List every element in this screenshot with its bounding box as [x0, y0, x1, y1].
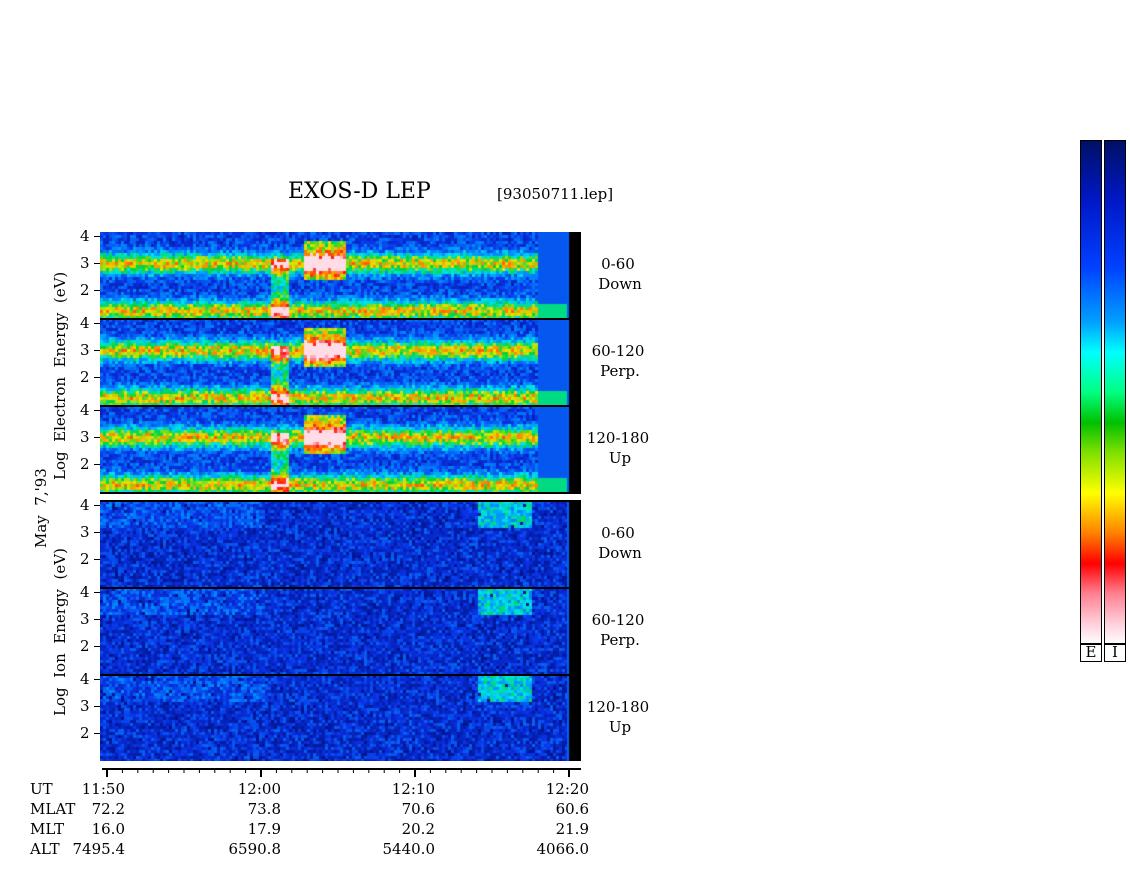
y-tick-label: 4: [80, 583, 90, 601]
panel-direction-label: Down: [598, 275, 642, 293]
panel-electron-up: [100, 406, 581, 492]
y-tick-mark: [94, 532, 100, 533]
colorbar-electron: [1080, 140, 1102, 645]
panel-separator: [100, 587, 581, 589]
axis-ut-value: 12:20: [545, 780, 589, 798]
panel-ion-perp: [100, 588, 581, 674]
y-tick-mark: [94, 619, 100, 620]
panel-direction-label: Perp.: [600, 631, 640, 649]
y-tick-mark: [94, 236, 100, 237]
panel-ion-up: [100, 675, 581, 761]
y-tick-mark: [94, 464, 100, 465]
colorbar-label: I: [1104, 643, 1126, 662]
axis-row-label: MLAT: [30, 800, 76, 818]
y-tick-label: 2: [80, 368, 90, 386]
y-tick-mark: [94, 679, 100, 680]
spectrogram-ion-perp: [100, 588, 581, 674]
y-tick-label: 4: [80, 227, 90, 245]
y-tick-label: 3: [80, 341, 90, 359]
spectrogram-electron-up: [100, 406, 581, 492]
y-tick-mark: [94, 410, 100, 411]
axis-mlt-value: 21.9: [555, 820, 589, 838]
panel-separator: [100, 492, 581, 494]
panel-ion-down: [100, 501, 581, 587]
y-tick-label: 3: [80, 428, 90, 446]
panel-angle-label: 0-60: [601, 255, 635, 273]
panel-electron-perp: [100, 319, 581, 405]
panel-direction-label: Up: [608, 449, 632, 467]
axis-row-label: ALT: [30, 840, 60, 858]
panel-electron-down: [100, 232, 581, 318]
spectrogram-electron-down: [100, 232, 581, 318]
y-tick-mark: [94, 706, 100, 707]
panel-direction-label: Perp.: [600, 362, 640, 380]
colorbar-label: E: [1080, 643, 1102, 662]
axis-row-label: MLT: [30, 820, 65, 838]
panel-separator: [100, 318, 581, 320]
panel-angle-label: 0-60: [601, 524, 635, 542]
axis-ut-value: 11:50: [81, 780, 125, 798]
axis-mlt-value: 17.9: [247, 820, 281, 838]
y-tick-label: 3: [80, 254, 90, 272]
axis-alt-value: 4066.0: [536, 840, 590, 858]
axis-mlat-value: 70.6: [401, 800, 435, 818]
y-tick-label: 3: [80, 697, 90, 715]
y-tick-label: 3: [80, 523, 90, 541]
y-tick-label: 4: [80, 496, 90, 514]
axis-mlat-value: 72.2: [91, 800, 125, 818]
spectrogram-electron-perp: [100, 319, 581, 405]
y-tick-mark: [94, 646, 100, 647]
panel-direction-label: Down: [598, 544, 642, 562]
spectrogram-ion-up: [100, 675, 581, 761]
axis-mlat-value: 73.8: [247, 800, 281, 818]
y-tick-label: 4: [80, 314, 90, 332]
file-label: [93050711.lep]: [497, 185, 614, 203]
axis-mlat-value: 60.6: [555, 800, 589, 818]
spectrogram-ion-down: [100, 501, 581, 587]
chart-title: EXOS-D LEP: [288, 179, 431, 204]
y-tick-label: 2: [80, 455, 90, 473]
panel-separator: [100, 674, 581, 676]
axis-alt-value: 6590.8: [228, 840, 282, 858]
y-tick-mark: [94, 377, 100, 378]
y-tick-mark: [94, 592, 100, 593]
panel-angle-label: 60-120: [591, 342, 645, 360]
panel-direction-label: Up: [608, 718, 632, 736]
y-tick-label: 4: [80, 670, 90, 688]
axis-alt-value: 5440.0: [382, 840, 436, 858]
axis-alt-value: 7495.4: [72, 840, 126, 858]
y-tick-label: 3: [80, 610, 90, 628]
y-tick-mark: [94, 559, 100, 560]
panel-separator: [100, 500, 581, 502]
y-tick-mark: [94, 263, 100, 264]
y-tick-mark: [94, 505, 100, 506]
y-tick-mark: [94, 437, 100, 438]
panel-angle-label: 60-120: [591, 611, 645, 629]
panel-separator: [100, 405, 581, 407]
y-tick-label: 2: [80, 550, 90, 568]
y-tick-mark: [94, 733, 100, 734]
panel-angle-label: 120-180: [586, 698, 650, 716]
y-tick-label: 4: [80, 401, 90, 419]
y-tick-mark: [94, 290, 100, 291]
axis-ut-value: 12:00: [237, 780, 281, 798]
colorbar-ion: [1104, 140, 1126, 645]
axis-row-label: UT: [30, 780, 53, 798]
panel-angle-label: 120-180: [586, 429, 650, 447]
y-tick-label: 2: [80, 724, 90, 742]
axis-mlt-value: 20.2: [401, 820, 435, 838]
y-tick-mark: [94, 323, 100, 324]
axis-mlt-value: 16.0: [91, 820, 125, 838]
y-tick-label: 2: [80, 637, 90, 655]
y-tick-mark: [94, 350, 100, 351]
axis-ut-value: 12:10: [391, 780, 435, 798]
y-tick-label: 2: [80, 281, 90, 299]
